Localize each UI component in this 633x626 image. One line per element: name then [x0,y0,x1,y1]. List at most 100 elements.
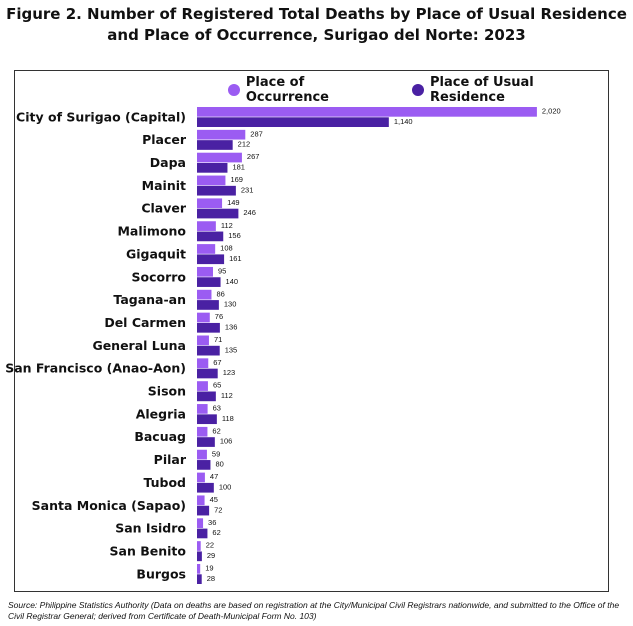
bar-place-of-usual-residence [197,254,225,265]
data-label: 72 [214,505,222,514]
chart-legend: Place of Occurrence Place of Usual Resid… [228,75,633,105]
bar-place-of-occurrence [197,404,208,414]
bar-place-of-occurrence [197,221,216,231]
bar-place-of-usual-residence [197,505,210,516]
bar-place-of-usual-residence [197,437,215,447]
category-label: Sison [148,384,186,399]
data-label: 63 [213,404,221,413]
bar-place-of-occurrence [197,289,212,300]
bar-place-of-usual-residence [197,300,219,310]
category-label: Santa Monica (Sapao) [32,498,186,513]
data-label: 2,020 [542,107,561,116]
data-label: 95 [218,266,226,275]
data-label: 135 [225,345,238,354]
data-label: 112 [221,221,233,230]
chart-title: Figure 2. Number of Registered Total Dea… [0,4,633,46]
legend-item-residence: Place of Usual Residence [412,75,611,105]
data-label: 140 [226,277,239,286]
category-label: Dapa [150,155,186,170]
data-label: 100 [219,482,232,491]
category-label: Bacuag [134,429,186,444]
data-label: 86 [216,289,224,298]
category-label: Mainit [142,178,186,193]
data-label: 287 [250,129,263,138]
data-label: 28 [207,574,215,583]
chart-title-line-2: and Place of Occurrence, Surigao del Nor… [107,26,526,44]
bar-place-of-occurrence [197,449,207,460]
bar-chart: City of Surigao (Capital) 2,020 1,140 Place… [5,107,561,584]
bar-place-of-occurrence [197,541,201,551]
data-label: 130 [224,300,237,309]
data-label: 22 [206,541,214,550]
chart-frame [14,70,609,592]
category-label: City of Surigao (Capital) [16,109,186,124]
data-label: 181 [232,163,245,172]
data-label: 149 [227,198,240,207]
bar-place-of-usual-residence [197,185,236,196]
bar-place-of-occurrence [197,312,210,323]
category-label: Socorro [131,269,186,284]
chart-title-line-1: Figure 2. Number of Registered Total Dea… [6,5,627,23]
data-label: 67 [213,358,221,367]
data-label: 36 [208,518,216,527]
bar-place-of-usual-residence [197,528,208,539]
bar-place-of-usual-residence [197,574,202,584]
data-label: 47 [210,472,218,481]
bar-place-of-usual-residence [197,391,216,402]
data-label: 59 [212,449,220,458]
category-label: Claver [141,201,187,216]
category-label: Malimono [117,224,186,239]
category-label: San Francisco (Anao-Aon) [5,361,186,376]
data-label: 118 [222,414,234,423]
data-label: 45 [210,495,218,504]
category-label: Placer [142,132,187,147]
category-label: General Luna [92,338,186,353]
bar-place-of-occurrence [197,175,226,186]
data-label: 212 [238,140,251,149]
bar-place-of-occurrence [197,426,208,437]
bar-place-of-occurrence [197,266,213,277]
bar-place-of-occurrence [197,358,209,369]
category-label: Tagana-an [113,292,186,307]
bar-place-of-occurrence [197,244,216,254]
bar-place-of-usual-residence [197,140,233,150]
bar-place-of-occurrence [197,564,201,574]
data-label: 65 [213,381,221,390]
bar-place-of-occurrence [197,495,205,506]
bar-place-of-usual-residence [197,163,228,173]
data-label: 267 [247,152,260,161]
legend-swatch-occurrence [228,84,240,96]
data-label: 112 [221,391,233,400]
category-label: San Isidro [115,521,186,536]
category-label: Alegria [136,406,186,421]
bar-place-of-usual-residence [197,482,214,493]
category-label: Burgos [136,566,186,581]
legend-item-occurrence: Place of Occurrence [228,75,390,105]
bar-place-of-occurrence [197,129,246,140]
data-label: 62 [212,528,220,537]
bar-place-of-usual-residence [197,208,239,219]
data-label: 106 [220,437,233,446]
data-label: 246 [243,208,256,217]
bar-place-of-usual-residence [197,277,221,287]
bar-place-of-usual-residence [197,345,220,356]
data-label: 80 [215,460,223,469]
data-label: 76 [215,312,223,321]
bar-place-of-usual-residence [197,414,217,425]
bar-place-of-occurrence [197,518,204,528]
category-label: Gigaquit [126,246,186,261]
data-label: 108 [220,244,233,253]
bar-place-of-usual-residence [197,117,389,127]
data-label: 19 [205,564,213,573]
bar-place-of-usual-residence [197,231,224,242]
legend-label-occurrence: Place of Occurrence [245,75,329,105]
bar-place-of-usual-residence [197,460,211,470]
bar-place-of-usual-residence [197,322,220,333]
bar-place-of-occurrence [197,381,208,391]
source-note: Source: Philippine Statistics Authority … [8,600,620,621]
data-label: 136 [225,322,238,331]
bar-place-of-usual-residence [197,368,218,379]
bar-place-of-occurrence [197,335,209,346]
data-label: 156 [228,231,241,240]
bar-place-of-occurrence [197,152,242,163]
